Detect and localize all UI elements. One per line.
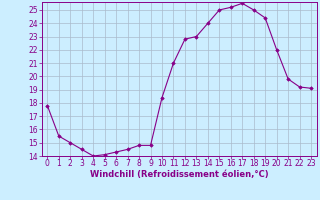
- X-axis label: Windchill (Refroidissement éolien,°C): Windchill (Refroidissement éolien,°C): [90, 170, 268, 179]
